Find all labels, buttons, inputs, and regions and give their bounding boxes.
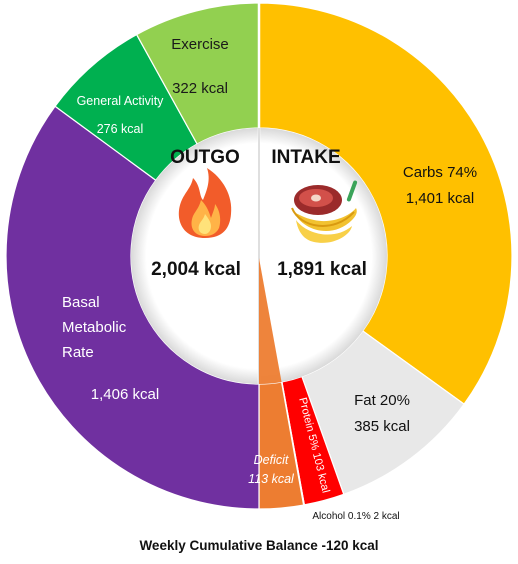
intake-title: INTAKE (271, 147, 340, 168)
svg-text:Deficit: Deficit (254, 453, 289, 467)
label-carbs: Carbs 74% 1,401 kcal (403, 164, 477, 207)
label-general: General Activity 276 kcal (77, 94, 165, 136)
svg-text:1,401 kcal: 1,401 kcal (406, 190, 474, 207)
svg-text:Alcohol 0.1% 2 kcal: Alcohol 0.1% 2 kcal (312, 511, 399, 522)
label-basal-value: 1,406 kcal (91, 386, 159, 403)
svg-text:General Activity: General Activity (77, 94, 165, 108)
deficit-wedge (259, 258, 282, 384)
svg-text:Basal: Basal (62, 294, 100, 311)
label-alcohol: Alcohol 0.1% 2 kcal (312, 511, 399, 522)
food-bowl-icon (291, 180, 358, 243)
donut-center: OUTGO INTAKE 2,004 kcal 1,891 kcal (131, 0, 387, 384)
svg-text:113 kcal: 113 kcal (248, 472, 295, 486)
svg-text:385 kcal: 385 kcal (354, 418, 410, 435)
donut-ring (5, 2, 513, 510)
segment-labels: Carbs 74% 1,401 kcal Fat 20% 385 kcal Exerci… (62, 36, 477, 522)
intake-total: 1,891 kcal (277, 259, 367, 280)
svg-text:Fat 20%: Fat 20% (354, 392, 410, 409)
label-fat: Fat 20% 385 kcal (354, 392, 410, 435)
label-deficit: Deficit 113 kcal (248, 453, 295, 486)
svg-text:Carbs 74%: Carbs 74% (403, 164, 477, 181)
chart-footer: Weekly Cumulative Balance -120 kcal (139, 538, 379, 553)
svg-text:1,406 kcal: 1,406 kcal (91, 386, 159, 403)
outgo-title: OUTGO (170, 147, 240, 168)
label-basal: Basal Metabolic Rate (62, 294, 127, 361)
outgo-total: 2,004 kcal (151, 259, 241, 280)
svg-text:276 kcal: 276 kcal (97, 122, 144, 136)
flame-icon (178, 168, 232, 238)
svg-text:Rate: Rate (62, 344, 94, 361)
svg-text:Exercise: Exercise (171, 36, 229, 53)
svg-text:322 kcal: 322 kcal (172, 80, 228, 97)
svg-text:Metabolic: Metabolic (62, 319, 127, 336)
label-exercise: Exercise 322 kcal (171, 36, 229, 97)
